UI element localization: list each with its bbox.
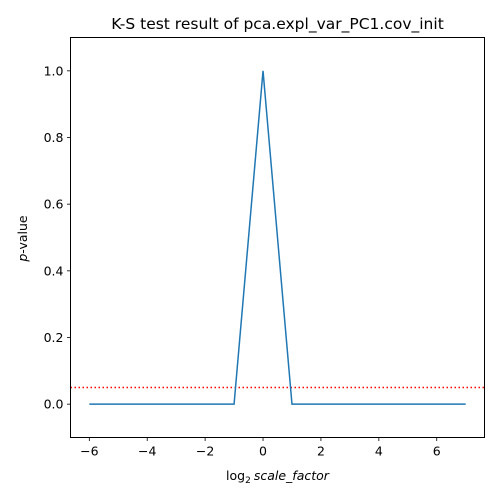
y-tick-label: 0.6: [44, 197, 64, 212]
x-axis-label-italic: scale_factor: [254, 468, 330, 483]
y-axis-ticks: 0.0 0.2 0.4 0.6 0.8 1.0: [44, 63, 71, 412]
plot-area: [70, 70, 485, 405]
y-axis-label: p-value: [15, 215, 30, 263]
y-axis-label-italic: p: [15, 254, 30, 263]
y-tick-label: 0.0: [44, 397, 64, 412]
x-tick-label: −6: [80, 444, 98, 459]
x-tick-label: −4: [138, 444, 156, 459]
chart-title: K-S test result of pca.expl_var_PC1.cov_…: [111, 15, 444, 34]
axes-frame: [70, 37, 485, 438]
x-tick-label: −2: [196, 444, 214, 459]
y-tick-label: 1.0: [44, 63, 64, 78]
x-tick-label: 6: [433, 444, 441, 459]
y-tick-label: 0.8: [44, 130, 64, 145]
x-tick-label: 4: [375, 444, 383, 459]
x-axis-ticks: −6 −4 −2 0 2 4 6: [80, 437, 441, 459]
x-tick-label: 0: [259, 444, 267, 459]
x-tick-label: 2: [317, 444, 325, 459]
x-axis-label-subscript: 2: [245, 476, 251, 486]
y-axis-label-rest: -value: [15, 215, 30, 254]
x-axis-label-prefix: log: [226, 468, 245, 483]
series-line-0: [89, 70, 466, 405]
x-axis-label: log2 scale_factor: [226, 468, 330, 486]
y-tick-label: 0.4: [44, 263, 64, 278]
y-tick-label: 0.2: [44, 330, 64, 345]
